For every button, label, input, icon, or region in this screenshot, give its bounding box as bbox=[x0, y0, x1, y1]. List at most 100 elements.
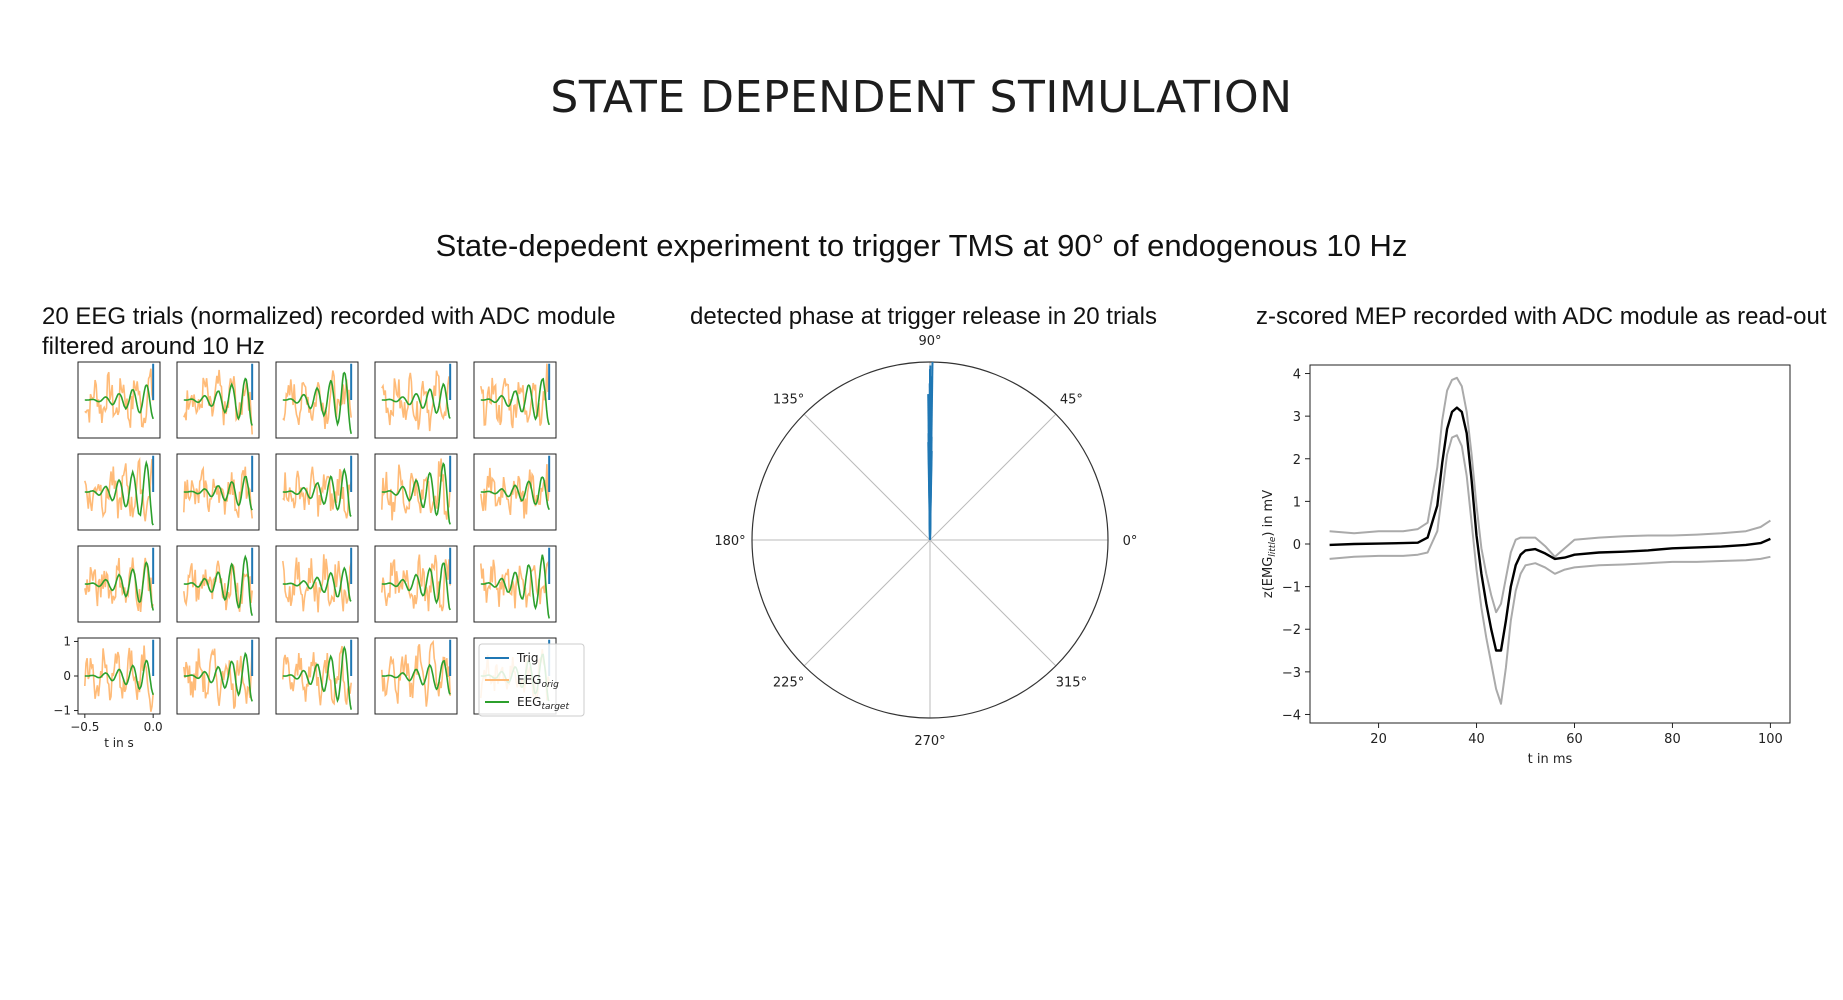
eeg-target-line bbox=[183, 554, 253, 616]
mep-lower-line bbox=[1329, 434, 1771, 705]
subplot-frame bbox=[374, 637, 458, 715]
eeg-target-line bbox=[84, 459, 154, 526]
polar-angle-label: 0° bbox=[1123, 534, 1138, 549]
eeg-target-line bbox=[84, 659, 154, 696]
eeg-trial-subplot bbox=[374, 637, 458, 715]
mep-panel-caption: z-scored MEP recorded with ADC module as… bbox=[1256, 303, 1827, 330]
eeg-target-line bbox=[183, 651, 253, 702]
eeg-trial-subplot: 1 0 −1 −0.5 0.0 t in s bbox=[53, 634, 162, 750]
eeg-target-line bbox=[282, 371, 352, 434]
eeg-orig-line bbox=[381, 458, 451, 521]
eeg-target-line bbox=[84, 384, 154, 420]
eeg-trial-subplot bbox=[176, 453, 260, 531]
eeg-target-line bbox=[183, 475, 253, 511]
polar-angle-label: 90° bbox=[918, 334, 941, 349]
subplot-frame bbox=[473, 453, 557, 531]
eeg-orig-line bbox=[84, 368, 154, 428]
y-tick-label: 0 bbox=[1293, 538, 1301, 553]
polar-angle-label: 135° bbox=[773, 393, 804, 408]
x-tick-label: −0.5 bbox=[70, 720, 99, 734]
y-tick-label: −2 bbox=[1282, 623, 1301, 638]
subplot-frame bbox=[275, 361, 359, 439]
eeg-trial-subplot bbox=[473, 545, 557, 623]
eeg-target-line bbox=[282, 566, 352, 602]
eeg-caption-line1: 20 EEG trials (normalized) recorded with… bbox=[42, 303, 616, 330]
eeg-target-line bbox=[381, 659, 451, 695]
polar-frame bbox=[751, 361, 1109, 719]
x-axis-label: t in s bbox=[104, 736, 134, 750]
y-tick-label: 2 bbox=[1293, 453, 1301, 468]
page-title: STATE DEPENDENT STIMULATION bbox=[550, 72, 1293, 123]
subplot-frame bbox=[374, 545, 458, 623]
polar-gridline bbox=[803, 413, 931, 541]
eeg-trial-subplot bbox=[374, 545, 458, 623]
eeg-orig-line bbox=[282, 554, 352, 613]
eeg-target-line bbox=[381, 461, 451, 525]
eeg-trial-subplot bbox=[176, 637, 260, 715]
mep-chart: 4 3 2 1 0 −1 −2 −3 −4 20 40 60 80 100 t in ms z(EMGlitt… bbox=[1261, 364, 1791, 767]
subplot-frame bbox=[77, 453, 161, 531]
subplot-frame bbox=[374, 361, 458, 439]
eeg-orig-line bbox=[183, 646, 253, 709]
x-tick-label: 0.0 bbox=[144, 720, 163, 734]
subplot-frame bbox=[473, 361, 557, 439]
y-axis-label: z(EMGlittle) in mV bbox=[1261, 490, 1278, 598]
eeg-target-line bbox=[480, 554, 550, 619]
eeg-trial-subplot bbox=[176, 545, 260, 623]
y-tick-label: 4 bbox=[1293, 368, 1301, 383]
eeg-trial-subplot bbox=[77, 361, 161, 439]
eeg-target-line bbox=[480, 377, 550, 426]
eeg-trial-subplot bbox=[275, 637, 359, 715]
eeg-target-line bbox=[84, 561, 154, 611]
eeg-caption-line2: filtered around 10 Hz bbox=[42, 333, 265, 360]
eeg-orig-line bbox=[84, 645, 154, 712]
polar-angle-label: 180° bbox=[714, 534, 745, 549]
y-tick-label: −1 bbox=[1282, 581, 1301, 596]
x-tick-label: 80 bbox=[1664, 732, 1681, 747]
x-tick-label: 60 bbox=[1566, 732, 1583, 747]
y-tick-label: −1 bbox=[53, 704, 71, 718]
subplot-frame bbox=[275, 545, 359, 623]
x-tick-label: 100 bbox=[1758, 732, 1783, 747]
eeg-target-line bbox=[381, 382, 451, 419]
eeg-orig-line bbox=[282, 466, 352, 519]
subplot-frame bbox=[176, 361, 260, 439]
phase-polar-chart: 0° 45° 90° 135° 180° 225° 270° 315° bbox=[714, 334, 1138, 749]
phase-panel-caption: detected phase at trigger release in 20 … bbox=[690, 303, 1157, 330]
phase-vector bbox=[929, 436, 933, 541]
eeg-trial-subplot bbox=[374, 453, 458, 531]
y-tick-label: 1 bbox=[63, 634, 71, 648]
eeg-target-line bbox=[480, 476, 550, 511]
eeg-trial-subplot bbox=[473, 361, 557, 439]
eeg-target-line bbox=[183, 377, 253, 426]
x-axis-label: t in ms bbox=[1528, 752, 1573, 767]
legend-label: Trig bbox=[516, 651, 538, 665]
subplot-frame bbox=[77, 545, 161, 623]
y-tick-label: 3 bbox=[1293, 410, 1301, 425]
eeg-orig-line bbox=[381, 639, 451, 707]
polar-gridline bbox=[803, 539, 931, 667]
eeg-orig-line bbox=[381, 370, 451, 432]
eeg-target-line bbox=[282, 467, 352, 517]
eeg-trial-subplot bbox=[275, 361, 359, 439]
subplot-frame bbox=[374, 453, 458, 531]
polar-gridline bbox=[929, 413, 1057, 541]
eeg-trial-subplot bbox=[77, 545, 161, 623]
polar-angle-label: 315° bbox=[1056, 675, 1087, 690]
mep-mean-line bbox=[1329, 406, 1771, 652]
subplot-frame bbox=[176, 453, 260, 531]
eeg-trial-subplot bbox=[374, 361, 458, 439]
mep-upper-line bbox=[1329, 376, 1771, 614]
eeg-trial-subplot bbox=[473, 453, 557, 531]
eeg-target-line bbox=[381, 562, 451, 611]
polar-angle-label: 45° bbox=[1060, 393, 1083, 408]
x-tick-label: 40 bbox=[1468, 732, 1485, 747]
x-tick-label: 20 bbox=[1370, 732, 1387, 747]
eeg-trial-subplot bbox=[275, 453, 359, 531]
eeg-trial-subplot bbox=[275, 545, 359, 623]
polar-angle-label: 270° bbox=[914, 734, 945, 749]
eeg-orig-line bbox=[282, 645, 352, 706]
subplot-frame bbox=[275, 637, 359, 715]
page-subtitle: State-depedent experiment to trigger TMS… bbox=[435, 228, 1408, 263]
